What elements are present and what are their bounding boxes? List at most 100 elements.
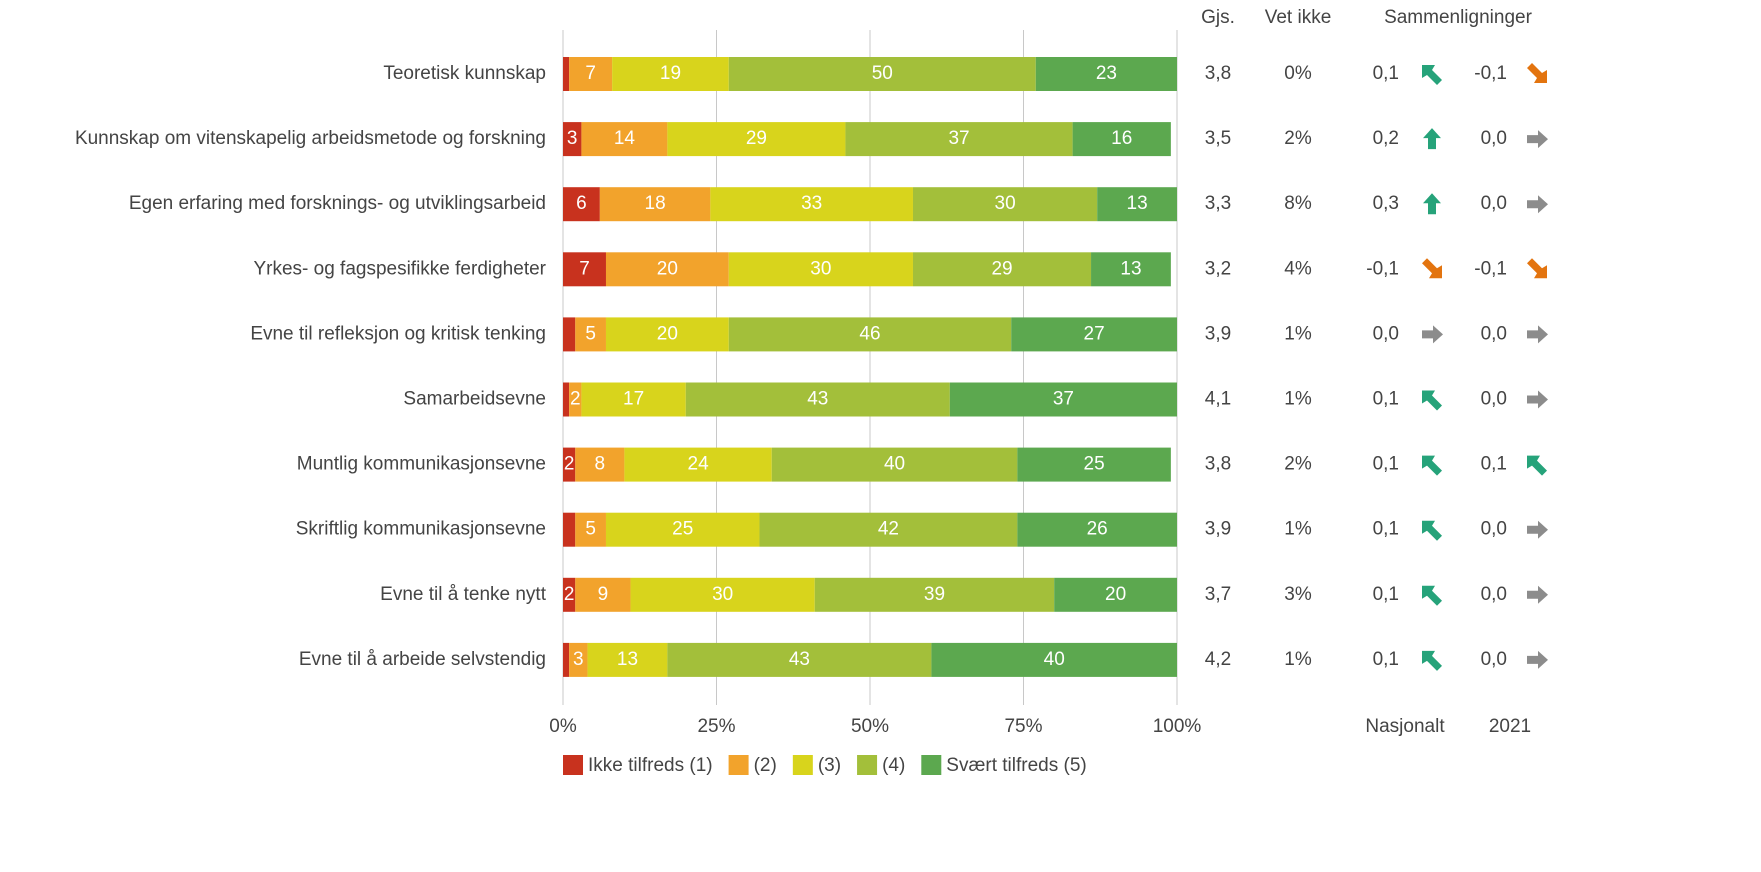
trend-arrow xyxy=(1422,65,1442,85)
trend-arrow xyxy=(1423,128,1441,150)
unknown: 0% xyxy=(1284,63,1312,84)
x-tick-label: 75% xyxy=(1004,716,1042,737)
segment-label: 16 xyxy=(1111,128,1132,149)
bar-segment xyxy=(575,317,606,352)
trend-arrow xyxy=(1422,650,1442,671)
segment-label: 18 xyxy=(645,193,666,214)
year: -0,1 xyxy=(1474,63,1507,84)
segment-label: 43 xyxy=(807,389,828,410)
trend-arrow xyxy=(1527,520,1548,539)
legend-swatch xyxy=(921,755,942,775)
bar-segment xyxy=(728,252,913,287)
mean: 3,3 xyxy=(1205,193,1231,214)
bar-segment xyxy=(563,317,576,352)
national: 0,0 xyxy=(1373,323,1399,344)
segment-label: 33 xyxy=(801,193,822,214)
unknown: 4% xyxy=(1284,258,1312,279)
bar-segment xyxy=(581,382,686,417)
trend-arrow xyxy=(1422,325,1443,344)
mean: 3,9 xyxy=(1205,519,1231,540)
legend-label: Svært tilfreds (5) xyxy=(946,755,1086,776)
bar-segment xyxy=(605,512,760,547)
segment-label: 30 xyxy=(995,193,1016,214)
year: 0,0 xyxy=(1481,519,1507,540)
segment-label: 40 xyxy=(1044,649,1065,670)
trend-arrow xyxy=(1527,390,1548,409)
unknown: 1% xyxy=(1284,649,1312,670)
year: 0,0 xyxy=(1481,128,1507,149)
year: 0,1 xyxy=(1481,454,1507,475)
bar-segment xyxy=(569,382,582,417)
bar-segment xyxy=(1035,57,1177,91)
bar-segment xyxy=(667,122,846,157)
mean: 3,9 xyxy=(1205,323,1231,344)
category-label: Yrkes- og fagspesifikke ferdigheter xyxy=(253,258,546,279)
legend-swatch xyxy=(792,755,813,775)
segment-label: 50 xyxy=(872,63,893,84)
category-label: Skriftlig kommunikasjonsevne xyxy=(296,519,546,540)
segment-label: 42 xyxy=(878,519,899,540)
segment-label: 5 xyxy=(585,323,596,344)
segment-label: 27 xyxy=(1084,323,1105,344)
legend-swatch xyxy=(728,755,749,775)
category-label: Evne til å arbeide selvstendig xyxy=(299,649,546,670)
bar-segment xyxy=(1072,122,1171,157)
national: 0,1 xyxy=(1373,519,1399,540)
segment-label: 9 xyxy=(598,584,609,605)
bar-segment xyxy=(685,382,950,417)
category-label: Samarbeidsevne xyxy=(403,389,546,410)
bar-segment xyxy=(814,577,1055,612)
bar-segment xyxy=(759,512,1018,547)
trend-arrow xyxy=(1422,455,1442,476)
legend-label: (2) xyxy=(754,755,777,776)
bar-segment xyxy=(667,642,932,677)
year: 0,0 xyxy=(1481,193,1507,214)
trend-arrow xyxy=(1527,258,1547,279)
segment-label: 37 xyxy=(1053,389,1074,410)
trend-arrow xyxy=(1422,258,1442,279)
legend-label: (4) xyxy=(882,755,905,776)
bar-segment xyxy=(949,382,1177,417)
segment-label: 3 xyxy=(567,128,578,149)
trend-arrow xyxy=(1423,193,1441,215)
legend-label: Ikke tilfreds (1) xyxy=(588,755,713,776)
unknown: 2% xyxy=(1284,454,1312,475)
national: 0,2 xyxy=(1373,128,1399,149)
segment-label: 13 xyxy=(1120,258,1141,279)
bar-segment xyxy=(575,577,631,612)
bar-segment xyxy=(624,447,772,482)
year: 0,0 xyxy=(1481,323,1507,344)
unknown: 3% xyxy=(1284,584,1312,605)
year: -0,1 xyxy=(1474,258,1507,279)
legend-swatch xyxy=(857,755,878,775)
trend-arrow xyxy=(1527,455,1547,476)
bar-segment xyxy=(1091,252,1171,287)
segment-label: 20 xyxy=(1105,584,1126,605)
bar-segment xyxy=(912,187,1098,222)
segment-label: 19 xyxy=(660,63,681,84)
segment-label: 46 xyxy=(859,323,880,344)
bar-segment xyxy=(728,57,1036,91)
segment-label: 17 xyxy=(623,389,644,410)
trend-arrow xyxy=(1527,195,1548,214)
national: 0,1 xyxy=(1373,389,1399,410)
header-unknown: Vet ikke xyxy=(1265,7,1332,28)
year: 0,0 xyxy=(1481,649,1507,670)
bar-segment xyxy=(563,252,606,287)
bar-segment xyxy=(575,447,625,482)
bar-segment xyxy=(1054,577,1177,612)
segment-label: 2 xyxy=(564,584,575,605)
bar-segment xyxy=(605,317,729,352)
bar-segment xyxy=(931,642,1177,677)
segment-label: 40 xyxy=(884,454,905,475)
bar-segment xyxy=(1017,512,1177,547)
bar-segment xyxy=(845,122,1073,157)
bar-segment xyxy=(563,187,600,222)
bar-segment xyxy=(1097,187,1177,222)
bar-segment xyxy=(912,252,1092,287)
segment-label: 26 xyxy=(1087,519,1108,540)
segment-label: 20 xyxy=(657,323,678,344)
trend-arrow xyxy=(1527,585,1548,604)
segment-label: 6 xyxy=(576,193,587,214)
mean: 4,1 xyxy=(1205,389,1231,410)
